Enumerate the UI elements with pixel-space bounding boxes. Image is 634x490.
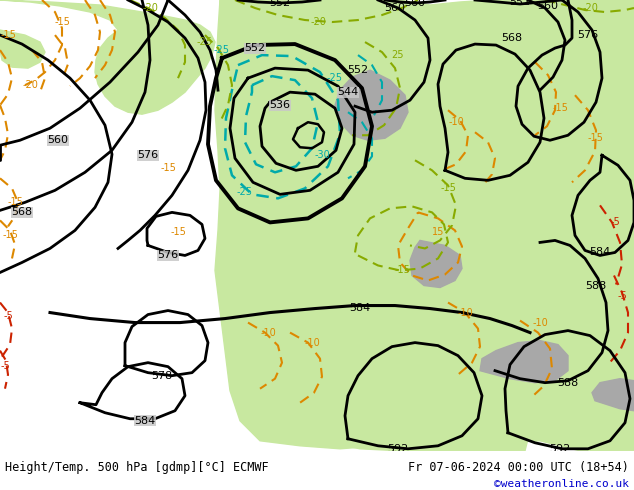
Text: -20: -20: [310, 17, 326, 27]
Text: ©weatheronline.co.uk: ©weatheronline.co.uk: [494, 479, 629, 489]
Text: 560: 560: [404, 0, 425, 8]
Text: -15: -15: [587, 133, 603, 143]
Text: -5: -5: [0, 361, 10, 370]
Text: 578: 578: [152, 370, 172, 381]
Text: 544: 544: [337, 87, 359, 97]
Text: -5: -5: [610, 218, 620, 227]
Text: -15: -15: [552, 103, 568, 113]
Text: 592: 592: [387, 444, 409, 454]
Text: -10: -10: [304, 338, 320, 347]
Polygon shape: [215, 0, 634, 451]
Polygon shape: [410, 241, 462, 288]
Text: -20: -20: [142, 3, 158, 13]
Text: -10: -10: [448, 117, 464, 127]
Text: -15: -15: [440, 183, 456, 194]
Polygon shape: [592, 379, 634, 411]
Polygon shape: [0, 0, 215, 114]
Text: 560: 560: [538, 1, 559, 11]
Text: -20: -20: [22, 80, 38, 90]
Text: -25: -25: [237, 187, 253, 197]
Text: 15: 15: [432, 227, 444, 238]
Text: -10: -10: [532, 318, 548, 328]
Text: -10: -10: [260, 328, 276, 338]
Text: -15: -15: [54, 17, 70, 27]
Text: 584: 584: [134, 416, 155, 426]
Polygon shape: [0, 30, 45, 68]
Polygon shape: [335, 70, 408, 140]
Text: 576: 576: [578, 30, 598, 40]
Text: 568: 568: [501, 33, 522, 43]
Text: 552: 552: [245, 43, 266, 53]
Text: 584: 584: [349, 302, 371, 313]
Text: -15: -15: [170, 227, 186, 238]
Text: -15: -15: [0, 30, 16, 40]
Text: 560: 560: [48, 135, 68, 145]
Text: -5: -5: [617, 291, 627, 300]
Text: -15: -15: [7, 197, 23, 207]
Text: Fr 07-06-2024 00:00 UTC (18+54): Fr 07-06-2024 00:00 UTC (18+54): [408, 462, 629, 474]
Text: 552: 552: [269, 0, 290, 8]
Polygon shape: [480, 341, 568, 383]
Text: -25: -25: [327, 73, 343, 83]
Text: 536: 536: [269, 100, 290, 110]
Text: 584: 584: [590, 247, 611, 257]
Text: -5: -5: [3, 311, 13, 320]
Text: -15: -15: [394, 266, 410, 275]
Text: 568: 568: [11, 207, 32, 218]
Text: -25: -25: [197, 37, 213, 47]
Text: 560: 560: [384, 3, 406, 13]
Text: -15: -15: [160, 163, 176, 173]
Text: 552: 552: [347, 65, 368, 75]
Text: -30: -30: [314, 150, 330, 160]
Text: Height/Temp. 500 hPa [gdmp][°C] ECMWF: Height/Temp. 500 hPa [gdmp][°C] ECMWF: [5, 462, 269, 474]
Text: -15: -15: [2, 230, 18, 241]
Text: 25: 25: [392, 50, 404, 60]
Text: 576: 576: [138, 150, 158, 160]
Text: -20: -20: [582, 3, 598, 13]
Text: -10: -10: [457, 308, 473, 318]
Text: 592: 592: [550, 444, 571, 454]
Text: 576: 576: [157, 250, 179, 261]
Text: 552: 552: [510, 0, 531, 7]
Text: -25: -25: [214, 45, 230, 55]
Text: 588: 588: [585, 280, 607, 291]
Text: 588: 588: [557, 378, 579, 388]
Polygon shape: [218, 0, 634, 451]
